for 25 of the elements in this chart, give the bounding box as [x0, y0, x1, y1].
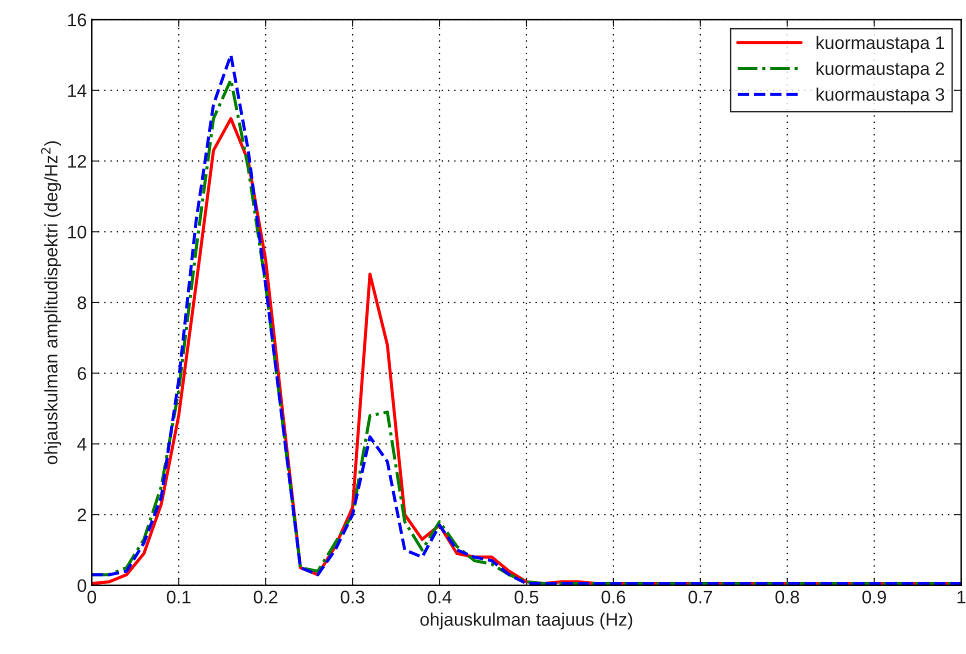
- legend-label: kuormaustapa 2: [816, 62, 944, 79]
- y-tick-label: 0: [78, 579, 86, 592]
- x-tick-label: 0.7: [688, 590, 712, 604]
- x-tick-label: 0.2: [254, 590, 278, 604]
- y-tick-label: 4: [77, 438, 86, 450]
- y-tick-label: 16: [68, 14, 86, 26]
- y-tick-label: 14: [68, 84, 86, 97]
- legend-label: kuormaustapa 3: [816, 88, 944, 104]
- y-tick-label: 8: [78, 296, 86, 310]
- x-tick-label: 0.3: [340, 590, 364, 604]
- x-tick-label: 0.6: [602, 590, 626, 604]
- legend-label: kuormaustapa 1: [816, 36, 944, 53]
- x-tick-label: 1: [958, 590, 966, 604]
- y-tick-label: 2: [78, 508, 86, 522]
- y-tick-label: 12: [68, 154, 86, 168]
- x-tick-label: 0.9: [862, 590, 886, 604]
- y-axis-title: ohjauskulman amplitudispektri (deg/Hz$^{2}$): [41, 141, 62, 464]
- x-tick-label: 0: [87, 590, 96, 604]
- x-tick-label: 0.4: [428, 590, 452, 604]
- x-axis-title: ohjauskulman taajuus (Hz): [420, 612, 632, 630]
- y-tick-label: 10: [68, 226, 86, 238]
- y-tick-label: 6: [78, 367, 86, 380]
- x-tick-label: 0.8: [775, 590, 800, 604]
- x-tick-label: 0.5: [514, 590, 538, 604]
- x-tick-label: 0.1: [166, 590, 190, 604]
